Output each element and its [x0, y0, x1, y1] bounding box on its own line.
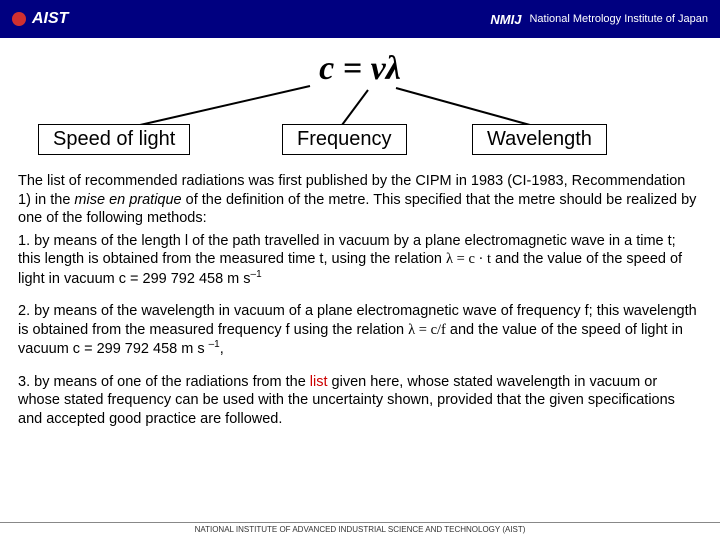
method-2: 2. by means of the wavelength in vacuum …: [18, 302, 702, 358]
intro-paragraph: The list of recommended radiations was f…: [18, 172, 702, 228]
aist-logo: AIST: [12, 10, 68, 28]
label-frequency: Frequency: [282, 124, 407, 155]
nmij-full-text: National Metrology Institute of Japan: [529, 13, 708, 25]
item-number-2: 2.: [18, 303, 30, 319]
method-1: 1. by means of the length l of the path …: [18, 232, 702, 288]
footer-text: NATIONAL INSTITUTE OF ADVANCED INDUSTRIA…: [0, 522, 720, 534]
label-wavelength: Wavelength: [472, 124, 607, 155]
aist-dot-icon: [12, 12, 26, 26]
method-3: 3. by means of one of the radiations fro…: [18, 373, 702, 429]
item-number-1: 1.: [18, 233, 30, 249]
item2-sup: –1: [209, 339, 220, 350]
item1-formula: λ = c · t: [446, 251, 491, 267]
item-number-3: 3.: [18, 374, 30, 390]
item1-sup: –1: [251, 269, 262, 280]
aist-text: AIST: [32, 10, 68, 28]
header-bar: AIST NMIJ National Metrology Institute o…: [0, 0, 720, 38]
item3-before: by means of one of the radiations from t…: [34, 374, 310, 390]
equation-text: c = νλ: [319, 50, 401, 88]
mise-en-pratique: mise en pratique: [74, 192, 181, 208]
item3-red-word: list: [310, 374, 328, 390]
equation-area: c = νλ Speed of light Frequency Waveleng…: [0, 38, 720, 168]
item2-formula: λ = c/f: [408, 322, 446, 338]
nmij-logo-text: NMIJ: [490, 12, 521, 27]
nmij-block: NMIJ National Metrology Institute of Jap…: [490, 12, 708, 27]
body-content: The list of recommended radiations was f…: [0, 168, 720, 428]
item2-tail: ,: [220, 341, 224, 357]
label-speed-of-light: Speed of light: [38, 124, 190, 155]
